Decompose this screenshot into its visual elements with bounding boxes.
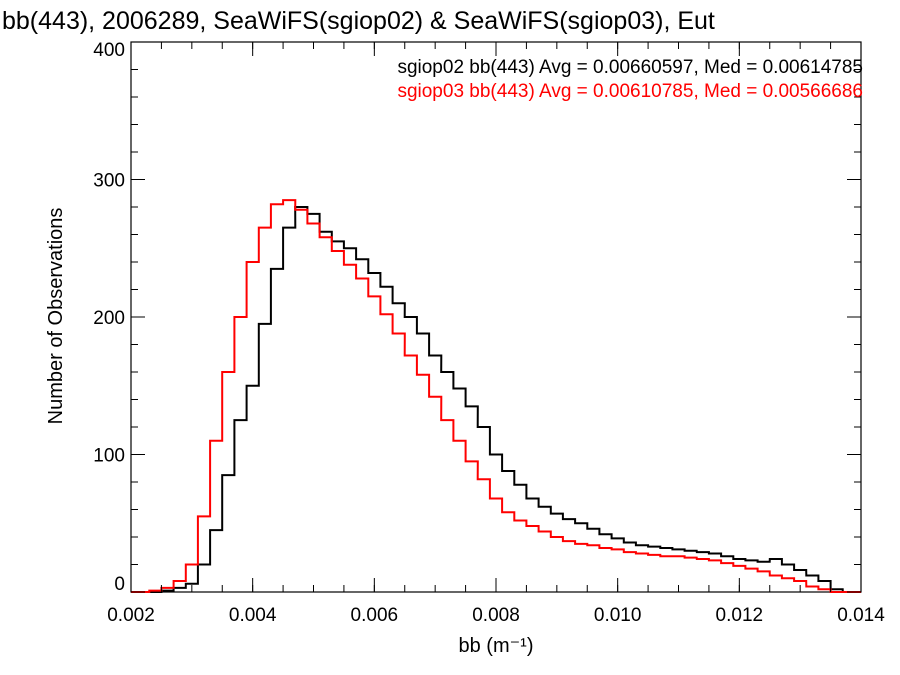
y-axis-label: Number of Observations — [45, 208, 67, 425]
y-tick-label: 400 — [93, 40, 125, 61]
annotation-sgiop03: sgiop03 bb(443) Avg = 0.00610785, Med = … — [397, 81, 863, 102]
annotation-sgiop02: sgiop02 bb(443) Avg = 0.00660597, Med = … — [397, 57, 863, 78]
series-line-1 — [131, 199, 861, 593]
x-tick-label: 0.002 — [107, 605, 155, 626]
y-tick-label: 100 — [93, 446, 125, 467]
x-axis-label: bb (m⁻¹) — [459, 635, 534, 657]
series-layer — [131, 199, 861, 593]
chart-title: bb(443), 2006289, SeaWiFS(sgiop02) & Sea… — [2, 7, 715, 35]
y-tick-label: 300 — [93, 171, 125, 192]
x-tick-label: 0.006 — [351, 605, 399, 626]
y-tick-label: 0 — [114, 574, 125, 595]
series-line-0 — [131, 206, 861, 593]
axes-layer: 0.002 0.004 0.006 0.008 0.010 0.012 0.014 0 100 2… — [93, 40, 885, 626]
x-tick-label: 0.014 — [837, 605, 885, 626]
x-tick-label: 0.010 — [594, 605, 642, 626]
y-tick-label: 200 — [93, 308, 125, 329]
x-tick-label: 0.012 — [716, 605, 764, 626]
x-tick-label: 0.008 — [472, 605, 520, 626]
x-tick-label: 0.004 — [229, 605, 277, 626]
